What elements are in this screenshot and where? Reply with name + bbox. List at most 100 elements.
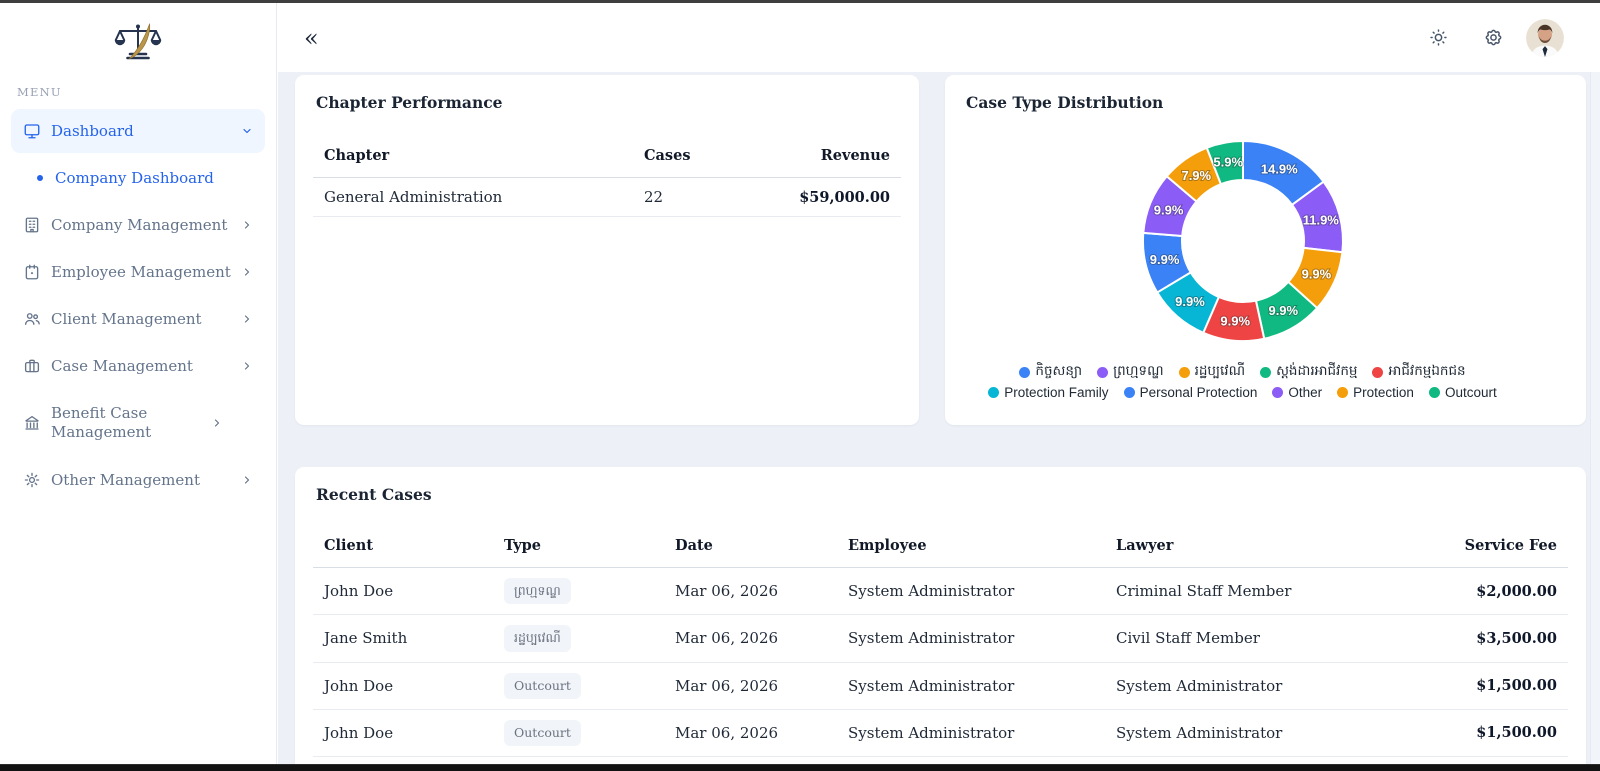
chevron-right-icon bbox=[241, 360, 253, 372]
menu-section-label: MENU bbox=[17, 85, 62, 99]
legend-label: ព្រហ្មទណ្ឌ bbox=[1113, 363, 1164, 378]
client-cell: Jane Smith bbox=[313, 614, 493, 663]
date-cell: Mar 06, 2026 bbox=[664, 709, 837, 758]
legend-item[interactable]: Protection Family bbox=[988, 385, 1109, 400]
column-header: Lawyer bbox=[1105, 524, 1410, 568]
avatar-image bbox=[1526, 18, 1564, 57]
legend-label: Protection bbox=[1353, 385, 1414, 400]
legend-item[interactable]: Personal Protection bbox=[1123, 385, 1257, 400]
sidebar-collapse-button[interactable]: « bbox=[304, 23, 319, 52]
legend-item[interactable]: ព្រហ្មទណ្ឌ bbox=[1097, 362, 1164, 382]
bank-icon bbox=[23, 414, 41, 432]
sidebar-item-label: Client Management bbox=[51, 309, 202, 328]
chevron-right-icon bbox=[241, 474, 253, 486]
legend-label: ស្តង់ដារអាជីវកម្ម bbox=[1276, 363, 1358, 378]
donut-segment[interactable] bbox=[1205, 140, 1244, 186]
legend-label: Outcourt bbox=[1444, 385, 1497, 400]
fee-cell: $1,500.00 bbox=[1410, 709, 1568, 758]
revenue-cell: $59,000.00 bbox=[783, 177, 901, 217]
lawyer-cell: Civil Staff Member bbox=[1105, 614, 1410, 663]
chevron-right-icon bbox=[211, 417, 223, 429]
chapter-performance-table: Chapter Cases Revenue General Administra… bbox=[313, 134, 901, 217]
employee-cell: System Administrator bbox=[837, 709, 1105, 758]
case-type-badge: រដ្ឋប្បវេណី bbox=[504, 625, 571, 652]
sidebar-item-client-management[interactable]: Client Management bbox=[11, 297, 265, 341]
fee-cell: $1,500.00 bbox=[1410, 662, 1568, 710]
donut-percent-label: 9.9% bbox=[1175, 294, 1205, 309]
donut-percent-label: 14.9% bbox=[1260, 162, 1297, 177]
gear-icon bbox=[23, 471, 41, 489]
case-type-badge: ព្រហ្មទណ្ឌ bbox=[504, 578, 571, 605]
lawyer-cell: System Administrator bbox=[1105, 662, 1410, 710]
sidebar-item-dashboard[interactable]: Dashboard bbox=[11, 109, 265, 153]
fee-cell: $2,000.00 bbox=[1410, 567, 1568, 616]
monitor-icon bbox=[23, 122, 41, 140]
window-top-edge bbox=[0, 0, 1600, 3]
sidebar-item-other-management[interactable]: Other Management bbox=[11, 458, 265, 502]
sidebar-item-label: Company Management bbox=[51, 215, 228, 234]
legend-item[interactable]: Other bbox=[1272, 385, 1322, 400]
user-avatar[interactable] bbox=[1526, 18, 1564, 57]
fee-cell: $3,500.00 bbox=[1410, 614, 1568, 663]
legend-dot-icon bbox=[1123, 387, 1135, 398]
legend-item[interactable]: រដ្ឋប្បវេណី bbox=[1178, 362, 1246, 382]
legend-dot-icon bbox=[1260, 366, 1272, 378]
lawyer-cell: Criminal Staff Member bbox=[1105, 567, 1410, 616]
recent-cases-table: Client Type Date Employee Lawyer Service… bbox=[313, 524, 1568, 764]
legend-dot-icon bbox=[988, 387, 1000, 398]
legend-row: កិច្ចសន្យា ព្រហ្មទណ្ឌ រដ្ឋប្បវេណី ស្តង់ដារអ… bbox=[1019, 362, 1466, 382]
case-type-badge: Outcourt bbox=[504, 672, 581, 699]
bullet-dot-icon bbox=[37, 175, 43, 181]
legend-item[interactable]: កិច្ចសន្យា bbox=[1019, 362, 1082, 382]
building-icon bbox=[23, 216, 41, 234]
donut-percent-label: 9.9% bbox=[1301, 267, 1331, 282]
legend-item[interactable]: Outcourt bbox=[1428, 385, 1497, 400]
sidebar-item-case-management[interactable]: Case Management bbox=[11, 344, 265, 388]
chevron-down-icon bbox=[241, 125, 253, 137]
card-title: Recent Cases bbox=[316, 485, 432, 504]
employee-cell: System Administrator bbox=[837, 567, 1105, 616]
donut-chart-svg: 14.9% 11.9% 9.9% 9.9% 9.9% 9.9% 9.9% 9.9% 7.9%5.… bbox=[1141, 140, 1344, 342]
legend-label: Other bbox=[1288, 385, 1323, 400]
sidebar-subitem-label: Company Dashboard bbox=[55, 169, 214, 187]
donut-percent-label: 9.9% bbox=[1153, 203, 1183, 218]
column-header: Client bbox=[313, 524, 493, 568]
legend-dot-icon bbox=[1372, 366, 1384, 378]
case-type-distribution-card: Case Type Distribution 14.9% 11.9% 9.9% 9.9… bbox=[945, 75, 1586, 425]
client-cell: John Doe bbox=[313, 709, 493, 758]
lawyer-cell: System Administrator bbox=[1105, 709, 1410, 758]
legend-item[interactable]: Protection bbox=[1337, 385, 1414, 400]
sidebar-item-company-dashboard[interactable]: Company Dashboard bbox=[11, 156, 265, 200]
theme-toggle-button[interactable] bbox=[1420, 19, 1457, 56]
sidebar-item-benefit-case-management[interactable]: Benefit Case Management bbox=[11, 391, 265, 455]
column-header: Service Fee bbox=[1410, 524, 1568, 568]
legend-dot-icon bbox=[1337, 387, 1349, 398]
legend-label: Protection Family bbox=[1004, 385, 1109, 400]
legend-dot-icon bbox=[1428, 387, 1440, 398]
table-row: Jane Smith រដ្ឋប្បវេណី Mar 06, 2026 Syst… bbox=[313, 614, 1568, 663]
sidebar-item-company-management[interactable]: Company Management bbox=[11, 203, 265, 247]
legend-item[interactable]: អាជីវកម្មឯកជន bbox=[1372, 362, 1466, 382]
legend-dot-icon bbox=[1178, 366, 1190, 378]
recent-cases-card: Recent Cases Client Type Date Employee L… bbox=[295, 467, 1586, 764]
column-header: Revenue bbox=[783, 134, 901, 178]
legend-dot-icon bbox=[1097, 366, 1109, 378]
legend-item[interactable]: ស្តង់ដារអាជីវកម្ម bbox=[1260, 362, 1357, 382]
column-header: Chapter bbox=[313, 134, 633, 178]
settings-button[interactable] bbox=[1475, 19, 1512, 56]
date-cell: Mar 06, 2026 bbox=[664, 662, 837, 710]
client-cell: John Doe bbox=[313, 662, 493, 710]
legend-label: រដ្ឋប្បវេណី bbox=[1194, 363, 1246, 378]
table-row: John Doe ព្រហ្មទណ្ឌ Mar 06, 2026 System … bbox=[313, 567, 1568, 616]
sidebar-item-label: Other Management bbox=[51, 470, 200, 489]
vertical-scrollbar[interactable] bbox=[1590, 72, 1600, 764]
column-header: Employee bbox=[837, 524, 1105, 568]
donut-chart: 14.9% 11.9% 9.9% 9.9% 9.9% 9.9% 9.9% 9.9% 7.9% 5.… bbox=[963, 138, 1568, 400]
window-bottom-edge bbox=[0, 764, 1600, 771]
chevron-right-icon bbox=[241, 266, 253, 278]
sidebar-item-label: Dashboard bbox=[51, 121, 134, 140]
sidebar-item-label: Benefit Case Management bbox=[51, 404, 152, 441]
table-row: John Doe Outcourt Mar 06, 2026 System Ad… bbox=[313, 662, 1568, 710]
sidebar-item-employee-management[interactable]: Employee Management bbox=[11, 250, 265, 294]
legend-dot-icon bbox=[1019, 366, 1031, 378]
